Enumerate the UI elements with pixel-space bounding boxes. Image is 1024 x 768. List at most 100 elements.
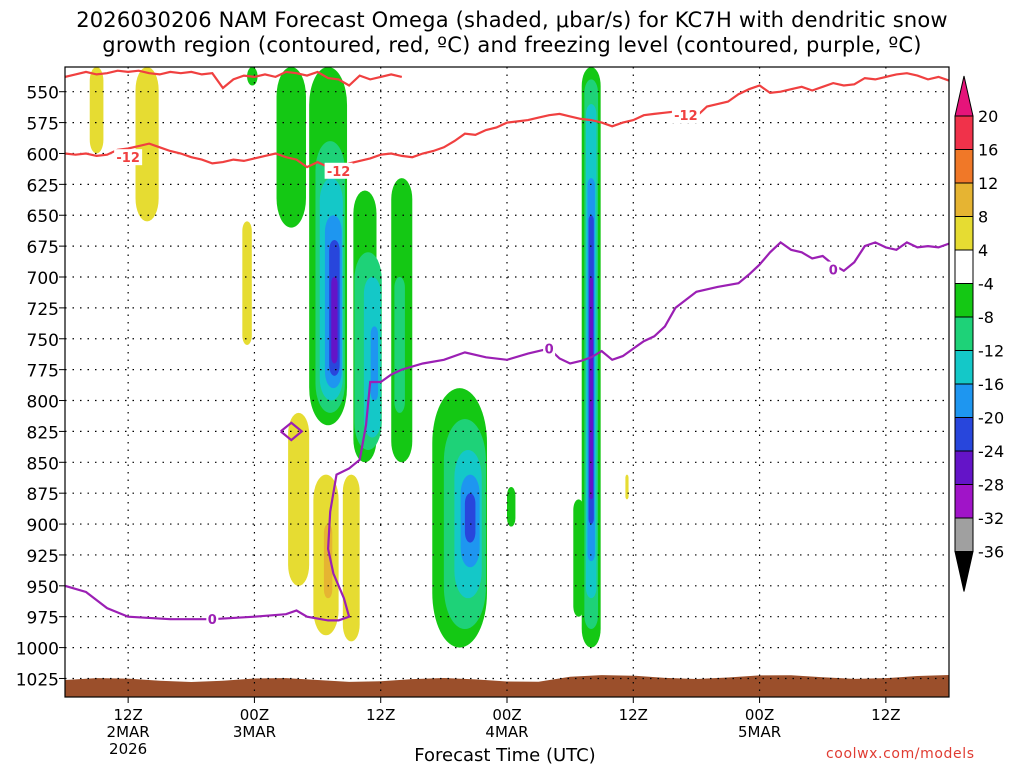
y-tick-label: 800 — [27, 393, 59, 413]
dgz-contour-label: -12 — [116, 151, 140, 166]
y-tick-label: 775 — [27, 362, 59, 382]
site-credit[interactable]: coolwx.com/models — [826, 746, 975, 762]
colorbar-segment — [954, 417, 974, 452]
x-axis-title: Forecast Time (UTC) — [414, 745, 596, 766]
omega-cell — [507, 487, 516, 527]
colorbar-segment — [954, 149, 974, 184]
colorbar-segment — [954, 450, 974, 485]
colorbar-label: 8 — [978, 208, 988, 227]
colorbar-label: -28 — [978, 476, 1004, 495]
y-tick-label: 925 — [27, 547, 59, 567]
omega-cell — [242, 221, 252, 345]
freezing-level-label-bg — [827, 261, 840, 278]
omega-cell — [394, 277, 405, 413]
x-tick-label: 3MAR — [233, 723, 276, 741]
y-tick-label: 1000 — [16, 640, 59, 660]
colorbar-segment — [954, 484, 974, 519]
colorbar-segment — [954, 216, 974, 251]
y-tick-label: 850 — [27, 454, 59, 474]
omega-cell — [625, 474, 629, 500]
y-tick-label: 725 — [27, 300, 59, 320]
colorbar-label: -12 — [978, 342, 1004, 361]
y-tick-label: 950 — [27, 578, 59, 598]
omega-cell — [331, 277, 338, 364]
colorbar-label: -36 — [978, 543, 1004, 562]
colorbar-label: 4 — [978, 241, 988, 260]
colorbar-segment — [954, 249, 974, 284]
omega-cell — [464, 493, 476, 543]
x-tick-label: 12Z — [113, 706, 142, 724]
y-tick-label: 875 — [27, 485, 59, 505]
colorbar-segment — [954, 115, 974, 150]
colorbar-segment — [954, 316, 974, 351]
y-tick-label: 675 — [27, 238, 59, 258]
colorbar-segment — [954, 383, 974, 418]
y-tick-label: 825 — [27, 423, 59, 443]
x-tick-label: 12Z — [366, 706, 395, 724]
dgz-contour-lower — [65, 72, 949, 170]
colorbar-legend: 20 16 12 8 4 -4 -8 -12 -16 -20 -24 -28 -32 -36 — [954, 75, 1004, 592]
colorbar-label: -24 — [978, 442, 1004, 461]
dgz-contour-label: -12 — [327, 165, 351, 180]
terrain-surface — [65, 674, 949, 697]
dgz-contour-label-bg — [324, 162, 353, 179]
x-tick-label: 00Z — [492, 706, 521, 724]
dotted-grid — [65, 67, 949, 697]
omega-cell — [276, 67, 306, 228]
dgz-contour-upper — [65, 69, 403, 90]
dgz-contour-label-bg — [671, 107, 700, 124]
y-tick-label: 975 — [27, 609, 59, 629]
freezing-level-loop — [280, 421, 304, 442]
x-tick-label: 12Z — [871, 706, 900, 724]
x-tick-label: 00Z — [745, 706, 774, 724]
y-tick-label: 550 — [27, 84, 59, 104]
chart-title-line-1: 2026030206 NAM Forecast Omega (shaded, μ… — [76, 8, 948, 32]
omega-cell — [323, 524, 333, 599]
colorbar-label: 12 — [978, 174, 998, 193]
x-tick-label: 4MAR — [485, 723, 528, 741]
colorbar-segment — [954, 283, 974, 318]
colorbar-top-arrow — [954, 75, 974, 117]
freezing-level-label-bg — [206, 611, 219, 628]
y-tick-label: 625 — [27, 176, 59, 196]
omega-cell — [89, 67, 104, 154]
chart-title-line-2: growth region (contoured, red, ºC) and f… — [102, 33, 922, 57]
colorbar-label: 20 — [978, 107, 998, 126]
dgz-contour-label-bg — [114, 149, 143, 166]
y-tick-label: 900 — [27, 516, 59, 536]
colorbar-segment — [954, 350, 974, 385]
x-tick-label: 00Z — [240, 706, 269, 724]
freezing-level-label: 0 — [545, 343, 554, 358]
freezing-level-label: 0 — [829, 264, 838, 279]
colorbar-label: -32 — [978, 509, 1004, 528]
omega-cell — [589, 277, 594, 500]
omega-shading — [89, 67, 629, 648]
x-tick-label: 12Z — [619, 706, 648, 724]
colorbar-label: -20 — [978, 409, 1004, 428]
omega-cell — [342, 474, 360, 642]
freezing-level-label-bg — [543, 340, 556, 357]
y-tick-label: 600 — [27, 145, 59, 165]
omega-cell — [370, 326, 379, 401]
colorbar-label: -4 — [978, 275, 994, 294]
contour-labels: -12 -12 -12 0 0 0 — [114, 107, 840, 628]
dgz-contour-label: -12 — [674, 109, 698, 124]
x-tick-label: 2MAR — [107, 723, 150, 741]
y-tick-label: 575 — [27, 115, 59, 135]
x-tick-label: 5MAR — [738, 723, 781, 741]
colorbar-label: -16 — [978, 375, 1004, 394]
colorbar-segment — [954, 182, 974, 217]
y-axis: 550 575 600 625 650 675 700 725 750 775 800 825 850 8… — [16, 84, 65, 690]
y-tick-label: 700 — [27, 269, 59, 289]
y-tick-label: 750 — [27, 331, 59, 351]
omega-cell — [288, 412, 310, 586]
y-tick-label: 650 — [27, 207, 59, 227]
y-tick-label: 1025 — [16, 670, 59, 690]
colorbar-label: -8 — [978, 308, 994, 327]
x-tick-label: 2026 — [109, 740, 147, 758]
freezing-level-label: 0 — [208, 613, 217, 628]
colorbar-segment — [954, 517, 974, 552]
terrain-fill — [65, 674, 949, 697]
